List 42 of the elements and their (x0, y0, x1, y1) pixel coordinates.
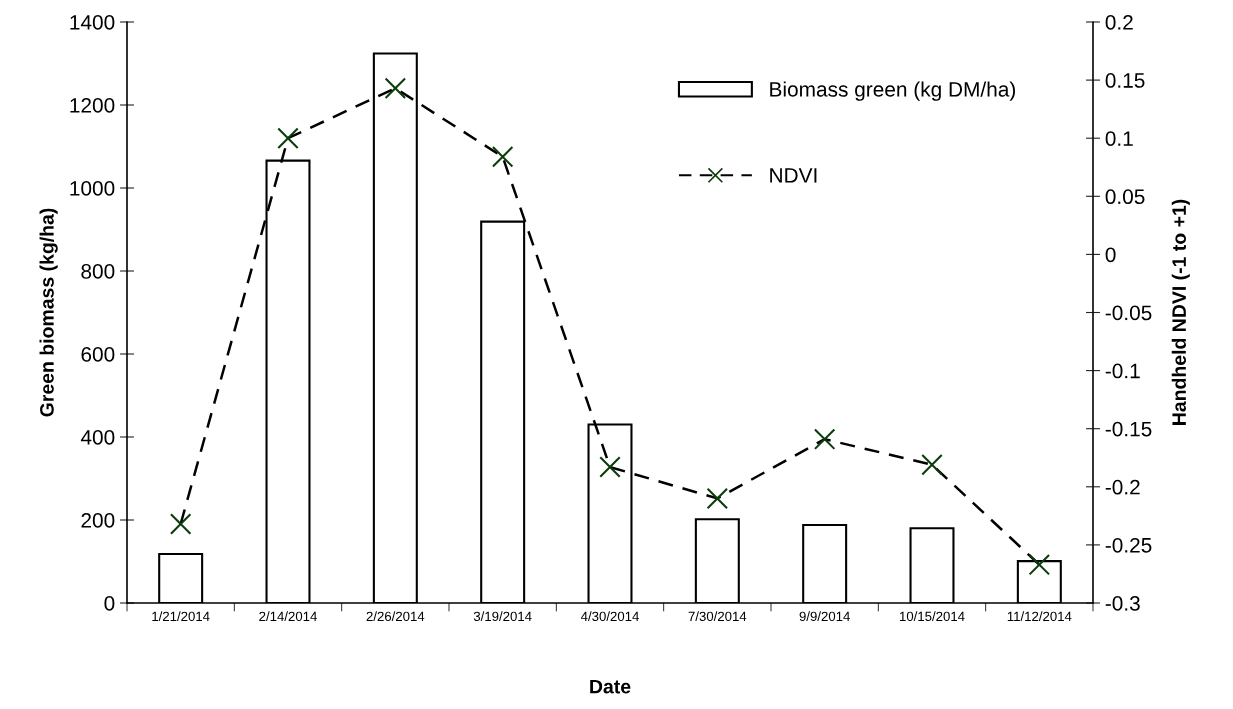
y2-tick-label: 0.05 (1105, 189, 1145, 205)
x-tick-label: 1/21/2014 (152, 611, 210, 622)
y-tick-label: 200 (81, 513, 115, 528)
y-axis-title: Green biomass (kg/ha) (39, 208, 58, 417)
y-tick-label: 0 (104, 596, 115, 611)
x-tick-label: 3/19/2014 (473, 611, 532, 622)
point (384, 77, 407, 99)
y2-tick-label: -0.25 (1105, 537, 1152, 553)
y2-tick-label: 0.15 (1105, 73, 1145, 88)
point (706, 487, 729, 510)
y2-tick-label: -0.3 (1105, 596, 1140, 611)
point (1028, 553, 1051, 576)
y2-axis-title: Handheld NDVI (-1 to +1) (1171, 199, 1190, 425)
y-tick-label: 800 (81, 264, 115, 279)
legend-label: NDVI (770, 168, 817, 183)
x-tick-label: 10/15/2014 (899, 611, 965, 622)
y2-tick-label: -0.05 (1105, 305, 1152, 321)
x-axis-title: Date (590, 679, 631, 694)
point (491, 146, 514, 168)
x-tick-label: 9/9/2014 (799, 611, 850, 622)
point (277, 127, 299, 149)
x-tick-label: 11/12/2014 (1007, 611, 1072, 622)
point (599, 456, 621, 478)
legend-label: Biomass green (kg DM/ha) (770, 81, 1016, 101)
y2-tick-label: 0.1 (1105, 131, 1133, 146)
y-tick-label: 1000 (70, 181, 115, 196)
y-tick-label: 1200 (70, 98, 115, 113)
y2-tick-label: -0.15 (1105, 421, 1152, 437)
x-tick-label: 2/26/2014 (366, 611, 425, 622)
point (169, 513, 192, 535)
y2-tick-label: -0.2 (1105, 479, 1140, 495)
y-tick-label: 1400 (70, 15, 115, 30)
y-tick-label: 400 (80, 430, 115, 445)
y2-tick-label: 0 (1105, 247, 1116, 263)
point (921, 453, 943, 476)
y2-tick-label: -0.1 (1105, 363, 1140, 379)
x-tick-label: 7/30/2014 (688, 611, 747, 622)
x-tick-label: 4/30/2014 (580, 611, 639, 622)
point (813, 428, 836, 450)
y-tick-label: 600 (81, 347, 115, 362)
x-tick-label: 2/14/2014 (259, 611, 317, 622)
y2-tick-label: 0.2 (1105, 15, 1133, 30)
